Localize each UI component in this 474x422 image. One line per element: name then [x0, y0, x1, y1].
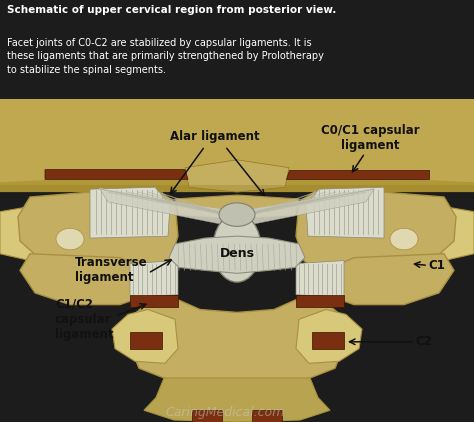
Ellipse shape	[56, 228, 84, 250]
Text: CaringMedical.com: CaringMedical.com	[165, 406, 284, 419]
Polygon shape	[112, 309, 178, 363]
Polygon shape	[414, 205, 474, 260]
Text: C0/C1 capsular
ligament: C0/C1 capsular ligament	[321, 124, 419, 152]
Polygon shape	[18, 189, 178, 280]
Polygon shape	[0, 99, 474, 192]
Polygon shape	[20, 254, 150, 305]
Polygon shape	[90, 187, 170, 238]
Polygon shape	[252, 410, 282, 422]
Polygon shape	[306, 187, 384, 238]
Ellipse shape	[216, 239, 258, 257]
Polygon shape	[252, 189, 374, 225]
Polygon shape	[175, 195, 299, 219]
Text: Dens: Dens	[219, 247, 255, 260]
Polygon shape	[286, 170, 429, 179]
Text: C1/C2
capsular
ligament: C1/C2 capsular ligament	[55, 298, 113, 341]
Polygon shape	[45, 170, 188, 179]
Polygon shape	[296, 189, 456, 280]
Polygon shape	[324, 254, 454, 305]
Ellipse shape	[390, 228, 418, 250]
Polygon shape	[296, 309, 362, 363]
Ellipse shape	[213, 214, 261, 282]
Polygon shape	[129, 300, 345, 391]
Polygon shape	[100, 189, 222, 225]
Polygon shape	[130, 332, 162, 349]
Polygon shape	[130, 295, 178, 306]
Polygon shape	[0, 177, 474, 192]
Polygon shape	[296, 260, 344, 297]
Polygon shape	[296, 295, 344, 306]
Ellipse shape	[219, 203, 255, 226]
Polygon shape	[185, 160, 289, 192]
Text: C2: C2	[415, 335, 432, 348]
Text: Facet joints of C0-C2 are stabilized by capsular ligaments. It is
these ligament: Facet joints of C0-C2 are stabilized by …	[7, 38, 324, 75]
Polygon shape	[210, 378, 264, 414]
Text: Schematic of upper cervical region from posterior view.: Schematic of upper cervical region from …	[7, 5, 337, 15]
Polygon shape	[192, 410, 222, 422]
Polygon shape	[312, 332, 344, 349]
Text: Transverse
ligament: Transverse ligament	[75, 257, 147, 284]
Polygon shape	[0, 205, 60, 260]
Text: Alar ligament: Alar ligament	[170, 130, 260, 143]
Polygon shape	[130, 260, 178, 297]
Text: C1: C1	[428, 259, 445, 272]
Polygon shape	[0, 185, 474, 192]
Polygon shape	[169, 236, 305, 273]
Polygon shape	[144, 378, 330, 422]
